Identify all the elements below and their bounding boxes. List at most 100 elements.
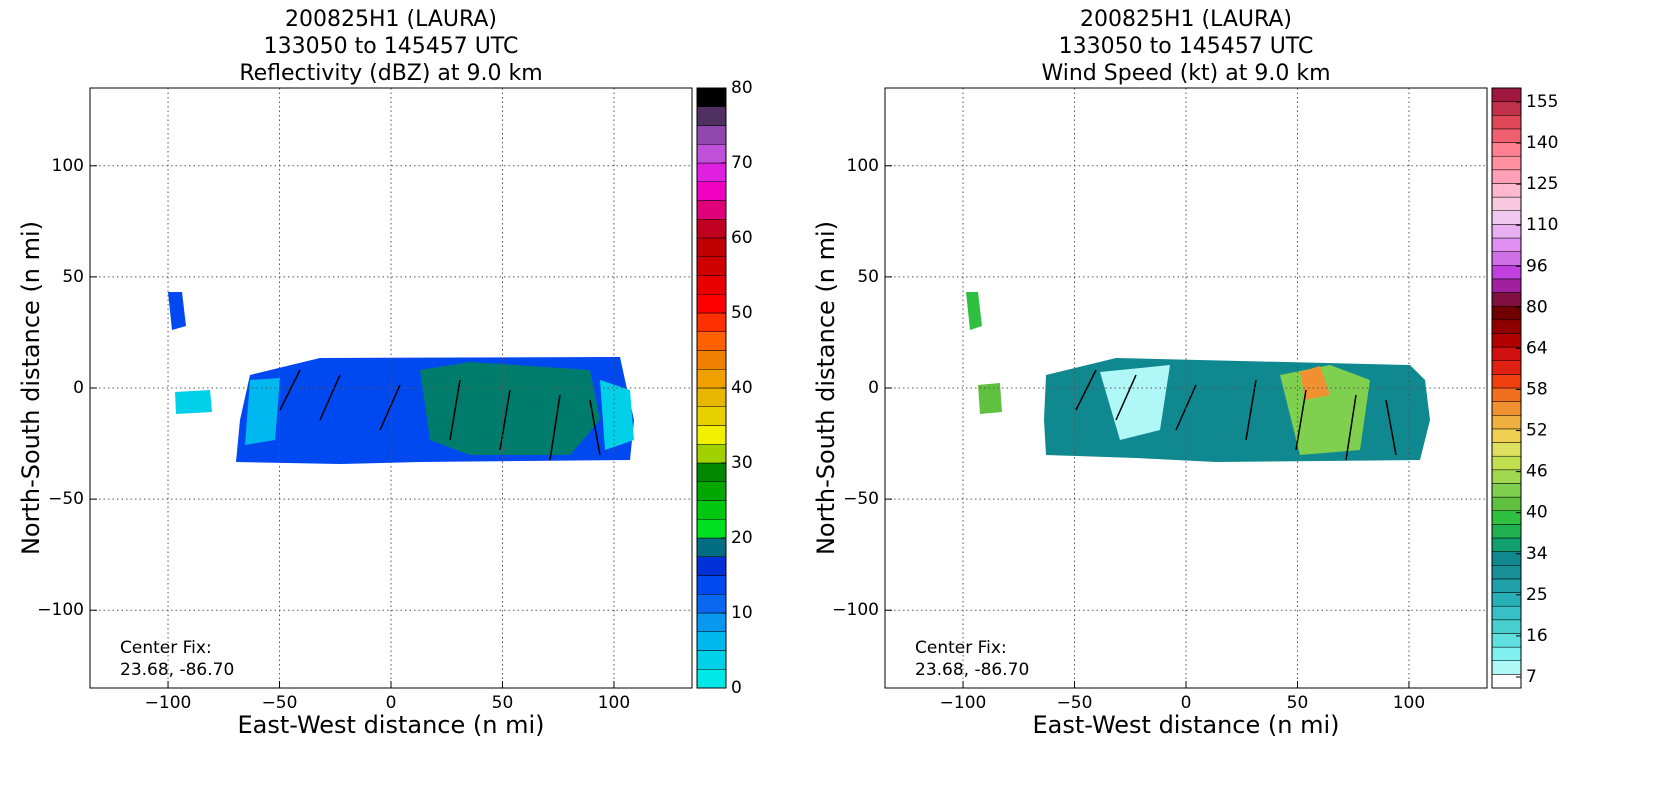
colorbar-tick-label: 52 [1526,421,1548,441]
colorbar-band [1491,128,1522,143]
wind-peak [1300,366,1330,400]
annotation: 23.68, -86.70 [120,660,234,680]
colorbar-band [696,312,727,332]
colorbar-band [1491,496,1522,511]
colorbar-band [1491,115,1522,130]
colorbar-band [696,594,727,614]
colorbar-band [1491,265,1522,280]
colorbar-band [1491,524,1522,539]
colorbar-tick-label: 46 [1526,462,1548,482]
colorbar-band [1491,87,1522,102]
x-tick-label: −100 [940,693,987,713]
chart-title: Wind Speed (kt) at 9.0 km [1041,61,1330,86]
colorbar-band [1491,537,1522,552]
colorbar-band [696,406,727,426]
wind-region [978,383,1002,414]
echo-region [175,390,212,414]
wind-low [1100,365,1170,440]
colorbar-band [1491,387,1522,402]
colorbar-band [1491,374,1522,389]
colorbar-tick-label: 50 [731,303,753,323]
colorbar-band [696,500,727,520]
colorbar-tick-label: 64 [1526,338,1548,358]
colorbar-band [1491,333,1522,348]
wind-high [1280,365,1370,455]
colorbar-tick-label: 96 [1526,256,1548,276]
colorbar-tick-label: 7 [1526,667,1537,687]
colorbar-tick-label: 58 [1526,380,1548,400]
plot-frame [89,87,693,689]
colorbar-band [696,537,727,557]
colorbar-band [696,275,727,295]
colorbar-band [696,369,727,389]
colorbar-tick-label: 70 [731,153,753,173]
colorbar-tick-label: 10 [731,603,753,623]
chart-title: 200825H1 (LAURA) [285,7,497,32]
colorbar-band [1491,674,1522,689]
colorbar-band [1491,305,1522,321]
colorbar-band [1491,224,1522,239]
colorbar-band [696,181,727,201]
colorbar-tick-label: 16 [1526,626,1548,646]
echo-core [420,362,600,455]
colorbar-tick-label: 80 [1526,297,1548,317]
colorbar-band [1491,660,1522,675]
colorbar-band [1491,442,1522,457]
colorbar-band [1491,346,1522,361]
x-axis-label: East-West distance (n mi) [1032,711,1339,739]
colorbar-band [696,294,727,314]
chart-title: 200825H1 (LAURA) [1080,7,1292,32]
colorbar-band [696,144,727,164]
colorbar-band [696,87,727,107]
annotation: Center Fix: [915,638,1007,658]
colorbar-band [1491,196,1522,211]
colorbar-band [696,650,727,670]
colorbar-band [696,350,727,370]
colorbar-band [1491,155,1522,171]
wind-region [966,292,982,330]
colorbar-band [1491,578,1522,593]
field-left [168,292,634,464]
colorbar-tick-label: 60 [731,228,753,248]
y-tick-label: −50 [48,489,84,509]
y-tick-label: 0 [868,378,879,398]
colorbar-tick-label: 125 [1526,174,1558,194]
y-tick-label: 50 [62,267,84,287]
colorbar-tick-label: 40 [731,378,753,398]
colorbar-band [696,425,727,445]
colorbar-band [696,200,727,220]
colorbar-band [696,387,727,407]
colorbar-tick-label: 40 [1526,503,1548,523]
annotation: 23.68, -86.70 [915,660,1029,680]
colorbar-band [1491,483,1522,498]
x-tick-label: 50 [492,693,514,713]
wind-barbs [279,369,601,461]
colorbar-band [696,462,727,482]
colorbar-band [1491,237,1522,252]
echo-region [168,292,186,330]
colorbar-band [1491,319,1522,334]
y-axis-label: North-South distance (n mi) [812,221,840,555]
y-tick-label: 50 [857,267,879,287]
colorbar-band [696,106,727,126]
x-tick-label: 100 [598,693,630,713]
colorbar-band [696,256,727,276]
y-tick-label: 100 [52,156,84,176]
colorbar-band [1491,183,1522,198]
colorbar-band [696,162,727,182]
colorbar-band [1491,619,1522,634]
colorbar-tick-label: 140 [1526,133,1558,153]
colorbar-tick-label: 30 [731,453,753,473]
colorbar-band [1491,646,1522,661]
colorbar-band [1491,278,1522,293]
colorbar-band [1491,292,1522,307]
x-tick-label: −50 [262,693,298,713]
x-tick-label: 50 [1287,693,1309,713]
colorbar-band [1491,565,1522,580]
chart-title: Reflectivity (dBZ) at 9.0 km [239,61,542,86]
colorbar-tick-label: 0 [731,678,742,698]
colorbar-band [696,575,727,595]
colorbar-band [1491,251,1522,266]
